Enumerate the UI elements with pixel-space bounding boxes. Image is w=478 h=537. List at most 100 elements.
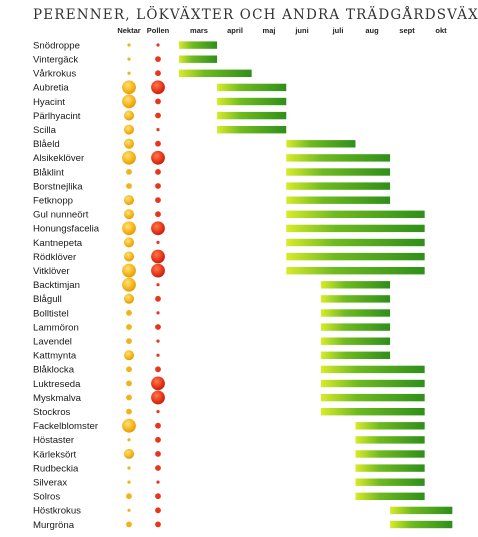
plant-row: Höstkrokus: [33, 506, 453, 517]
plant-name: Fetknopp: [33, 196, 73, 207]
month-label-sept: sept: [399, 26, 415, 35]
nectar-dot: [127, 43, 131, 47]
month-label-maj: maj: [263, 26, 276, 35]
pollen-dot: [155, 98, 161, 105]
flowering-bar: [286, 252, 425, 261]
plant-name: Solros: [33, 492, 60, 503]
flowering-bar: [217, 97, 287, 106]
pollen-column-header: Pollen: [147, 26, 170, 35]
plant-name: Luktreseda: [33, 379, 81, 390]
nectar-dot: [122, 150, 136, 165]
plant-name: Borstnejlika: [33, 181, 83, 192]
pollen-dot: [155, 70, 161, 77]
nectar-dot: [126, 493, 132, 500]
flowering-bar: [286, 238, 425, 247]
flowering-bar: [286, 168, 391, 176]
pollen-dot: [155, 507, 161, 514]
nectar-dot: [122, 277, 136, 292]
nectar-dot: [126, 366, 132, 373]
plant-row: Blåeld: [33, 138, 356, 150]
plant-row: Hyacint: [33, 94, 287, 109]
plant-name: Lammöron: [33, 322, 79, 333]
nectar-dot: [124, 209, 134, 220]
nectar-dot: [127, 480, 131, 484]
flowering-bar: [355, 422, 425, 430]
pollen-dot: [155, 493, 161, 500]
nectar-dot: [124, 138, 134, 149]
pollen-dot: [156, 480, 160, 484]
pollen-dot: [156, 43, 160, 47]
plant-row: Vårkrokus: [33, 69, 252, 80]
flowering-bar: [217, 111, 287, 120]
flowering-bar: [286, 154, 391, 162]
pollen-dot: [155, 521, 161, 528]
pollen-dot: [151, 376, 165, 391]
chart-title: PERENNER, LÖKVÄXTER OCH ANDRA TRÄDGÅRDSV…: [33, 6, 478, 23]
flowering-bar: [320, 365, 425, 374]
flowering-bar: [320, 323, 391, 331]
pollen-dot: [156, 128, 160, 132]
month-label-april: april: [227, 26, 243, 35]
plant-row: Vintergäck: [33, 55, 218, 66]
nectar-dot: [127, 466, 131, 470]
plant-name: Bolltistel: [33, 308, 69, 319]
plant-name: Rudbeckia: [33, 463, 79, 474]
plant-name: Vintergäck: [33, 55, 78, 66]
pollen-dot: [155, 169, 161, 175]
pollen-dot: [151, 221, 165, 236]
plant-name: Kattmynta: [33, 351, 77, 362]
plant-row: Gul nunneört: [33, 209, 425, 221]
nectar-dot: [122, 94, 136, 109]
plant-row: Rudbeckia: [33, 463, 425, 474]
flowering-bar: [286, 182, 391, 190]
plant-name: Backtimjan: [33, 280, 80, 291]
nectar-dot: [124, 448, 134, 459]
pollen-dot: [155, 211, 161, 218]
nectar-dot: [127, 57, 131, 61]
plant-row: Kärleksört: [33, 448, 425, 460]
pollen-dot: [155, 197, 161, 204]
plant-name: Höstaster: [33, 435, 75, 446]
nectar-dot: [124, 110, 134, 121]
flowering-bar: [286, 267, 425, 275]
plant-row: Snödroppe: [33, 40, 218, 51]
flowering-bar: [286, 210, 425, 218]
flowering-bar: [320, 309, 391, 317]
plant-name: Höstkrokus: [33, 506, 81, 517]
pollen-dot: [155, 56, 161, 62]
plant-row: Bolltistel: [33, 308, 391, 319]
flowering-bar: [355, 436, 425, 444]
nectar-dot: [124, 237, 134, 248]
nectar-dot: [124, 350, 134, 361]
flowering-bar: [390, 506, 453, 515]
flowering-bar: [320, 295, 391, 303]
pollen-dot: [155, 295, 161, 302]
plant-row: Backtimjan: [33, 277, 391, 292]
plant-name: Alsikeklöver: [33, 153, 85, 164]
plant-name: Kantnepeta: [33, 238, 83, 249]
plant-name: Blåeld: [33, 139, 60, 150]
plant-row: Murgröna: [33, 520, 453, 531]
plant-row: Myskmalva: [33, 390, 425, 405]
plant-row: Silverax: [33, 478, 425, 489]
pollen-dot: [156, 353, 160, 357]
plant-row: Solros: [33, 492, 425, 503]
nectar-dot: [126, 324, 132, 330]
plant-name: Silverax: [33, 478, 67, 489]
plant-name: Scilla: [33, 125, 57, 136]
pollen-dot: [155, 465, 161, 471]
plant-row: Borstnejlika: [33, 181, 391, 192]
plant-row: Pärlhyacint: [33, 110, 287, 122]
flowering-bar: [286, 224, 425, 233]
month-label-juni: juni: [294, 26, 308, 35]
flowering-bar: [320, 379, 425, 388]
plant-row: Aubretia: [33, 80, 287, 95]
pollen-dot: [155, 140, 161, 147]
flowering-bar: [286, 140, 356, 148]
plant-name: Kärleksört: [33, 449, 77, 460]
plant-name: Aubretia: [33, 83, 69, 94]
month-label-mars: mars: [190, 26, 208, 35]
plant-name: Fackelblomster: [33, 421, 99, 432]
nectar-dot: [126, 183, 132, 189]
